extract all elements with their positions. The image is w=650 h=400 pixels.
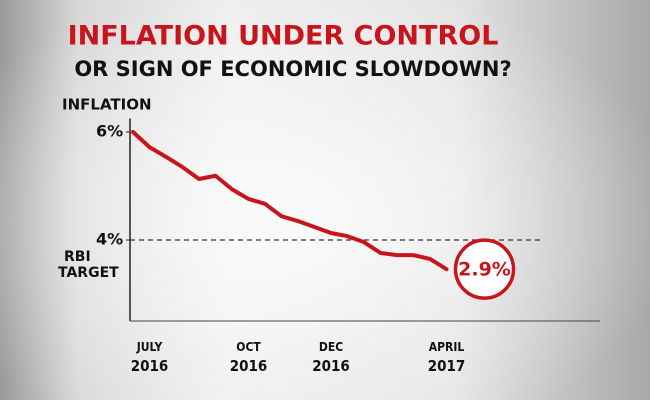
y-tick-label: 6%	[96, 122, 123, 141]
reference-label: RBI TARGET	[58, 249, 119, 281]
data-line	[131, 130, 449, 272]
annotation-circle	[453, 238, 516, 300]
x-tick-label: OCT 2016	[229, 340, 268, 375]
y-tick-label: 4%	[96, 230, 123, 249]
y-axis-title: INFLATION	[62, 96, 152, 114]
x-tick-label: APRIL 2017	[427, 340, 466, 375]
x-tick-label: DEC 2016	[312, 340, 350, 375]
chart-title: INFLATION UNDER CONTROL	[68, 21, 499, 52]
annotation: 2.9%	[458, 259, 511, 281]
chart-subtitle: OR SIGN OF ECONOMIC SLOWDOWN?	[74, 57, 511, 81]
x-tick-label: JULY 2016	[130, 340, 169, 375]
